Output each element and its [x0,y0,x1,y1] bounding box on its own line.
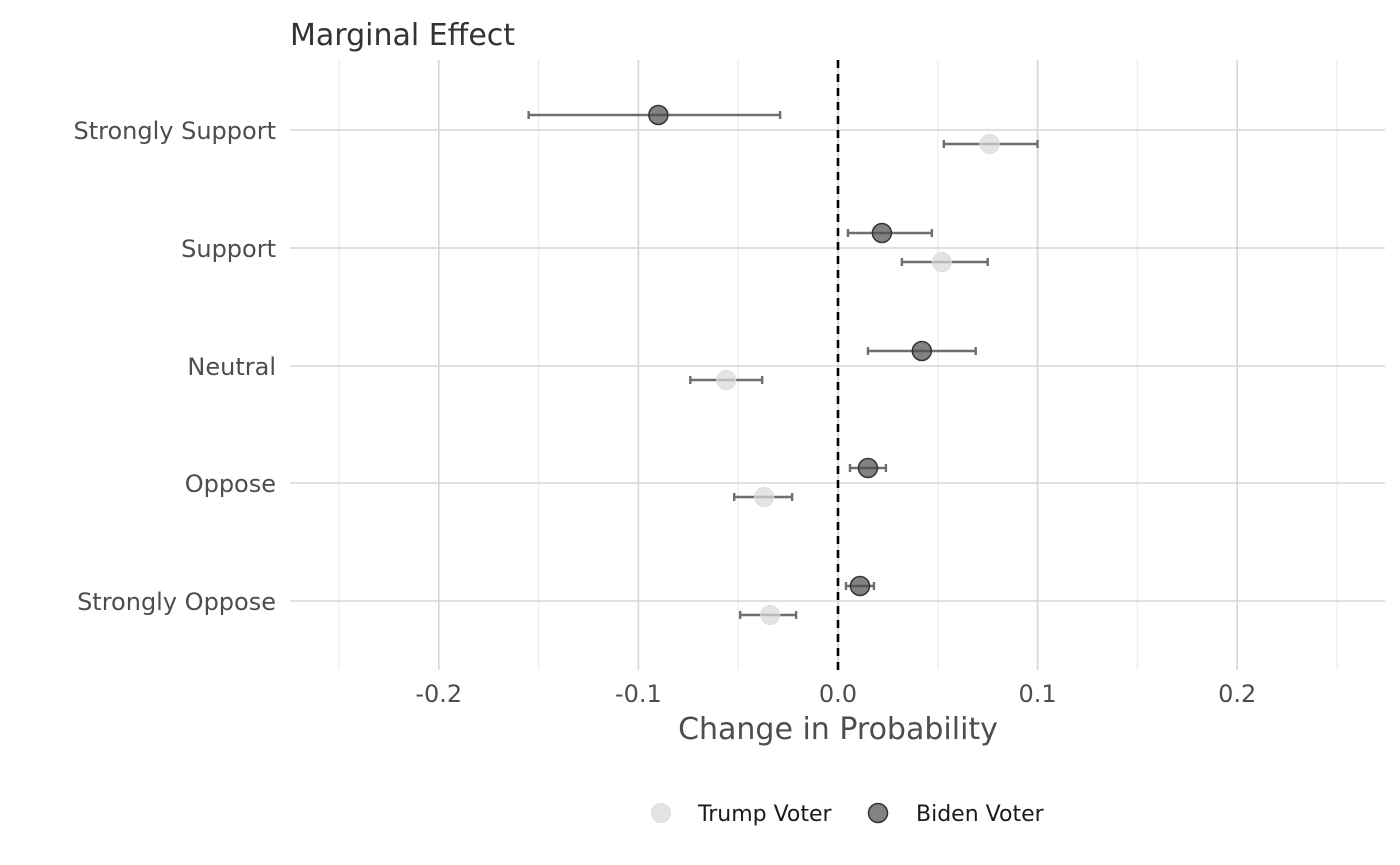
biden-voter-point [857,457,879,479]
x-tick-label: 0.1 [1019,680,1057,708]
y-tick-label: Support [181,235,276,263]
y-tick-label: Strongly Oppose [77,588,276,616]
y-tick-label: Oppose [185,470,276,498]
x-axis-tick-labels: -0.2 -0.1 0.0 0.1 0.2 [415,680,1256,708]
legend-label-trump-voter: Trump Voter [697,802,833,827]
x-tick-label: -0.1 [615,680,662,708]
legend-key-biden-voter [867,802,889,824]
trump-voter-point [931,252,952,272]
legend-key-trump-voter [651,803,671,823]
x-axis-label: Change in Probability [678,712,998,747]
biden-voter-point [648,104,669,126]
trump-voter-point [754,487,775,507]
legend: Trump Voter Biden Voter [651,802,1045,827]
trump-voter-point [979,134,1000,154]
biden-voter-point [911,340,933,362]
legend-label-biden-voter: Biden Voter [916,802,1045,827]
biden-voter-point [871,222,893,244]
y-tick-label: Strongly Support [74,117,277,145]
x-tick-label: 0.0 [819,680,857,708]
y-axis-tick-labels: Strongly Support Support Neutral Oppose Stro… [74,117,277,616]
plot-marks [527,104,1039,625]
trump-voter-point [716,370,737,390]
y-tick-label: Neutral [187,353,276,381]
x-tick-label: -0.2 [415,680,462,708]
biden-voter-point [849,575,871,597]
chart-title: Marginal Effect [290,18,515,53]
x-tick-label: 0.2 [1218,680,1256,708]
trump-voter-point [760,605,781,625]
